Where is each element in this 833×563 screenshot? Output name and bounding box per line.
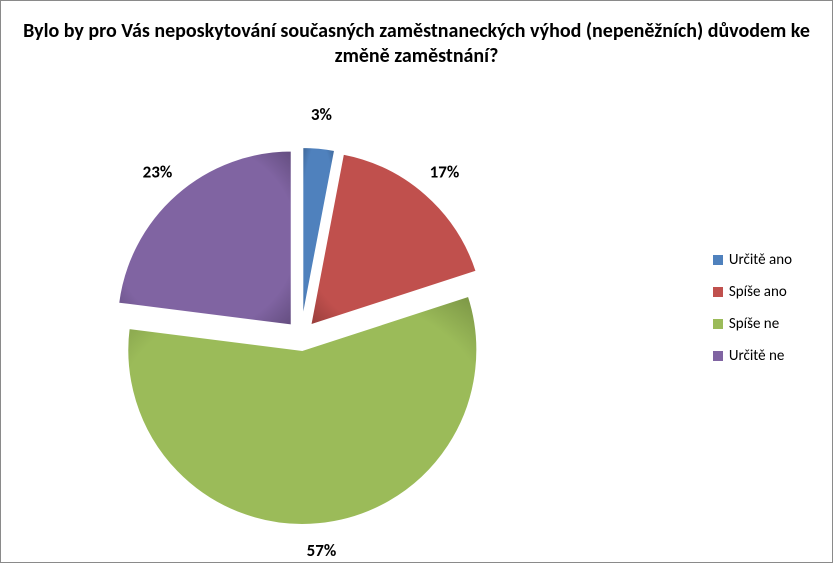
legend-swatch-2: [713, 319, 723, 329]
legend-label-2: Spíše ne: [729, 315, 779, 333]
slice-label-1: 17%: [430, 161, 460, 182]
chart-container: Bylo by pro Vás neposkytování současných…: [0, 0, 833, 563]
legend-item-3: Určitě ne: [713, 347, 792, 365]
legend-item-1: Spíše ano: [713, 283, 792, 301]
legend-label-1: Spíše ano: [729, 283, 787, 301]
slice-label-3: 23%: [143, 161, 173, 182]
pie-chart: 3%17%57%23%: [81, 121, 521, 541]
legend-swatch-3: [713, 351, 723, 361]
legend-label-3: Určitě ne: [729, 347, 784, 365]
pie-slice-2: [127, 296, 477, 525]
legend-label-0: Určitě ano: [729, 251, 792, 269]
legend-swatch-1: [713, 287, 723, 297]
slice-label-0: 3%: [311, 104, 332, 125]
legend-item-0: Určitě ano: [713, 251, 792, 269]
chart-title: Bylo by pro Vás neposkytování současných…: [1, 19, 832, 69]
slice-label-2: 57%: [307, 540, 337, 561]
legend-item-2: Spíše ne: [713, 315, 792, 333]
legend: Určitě ano Spíše ano Spíše ne Určitě ne: [713, 251, 792, 379]
legend-swatch-0: [713, 255, 723, 265]
